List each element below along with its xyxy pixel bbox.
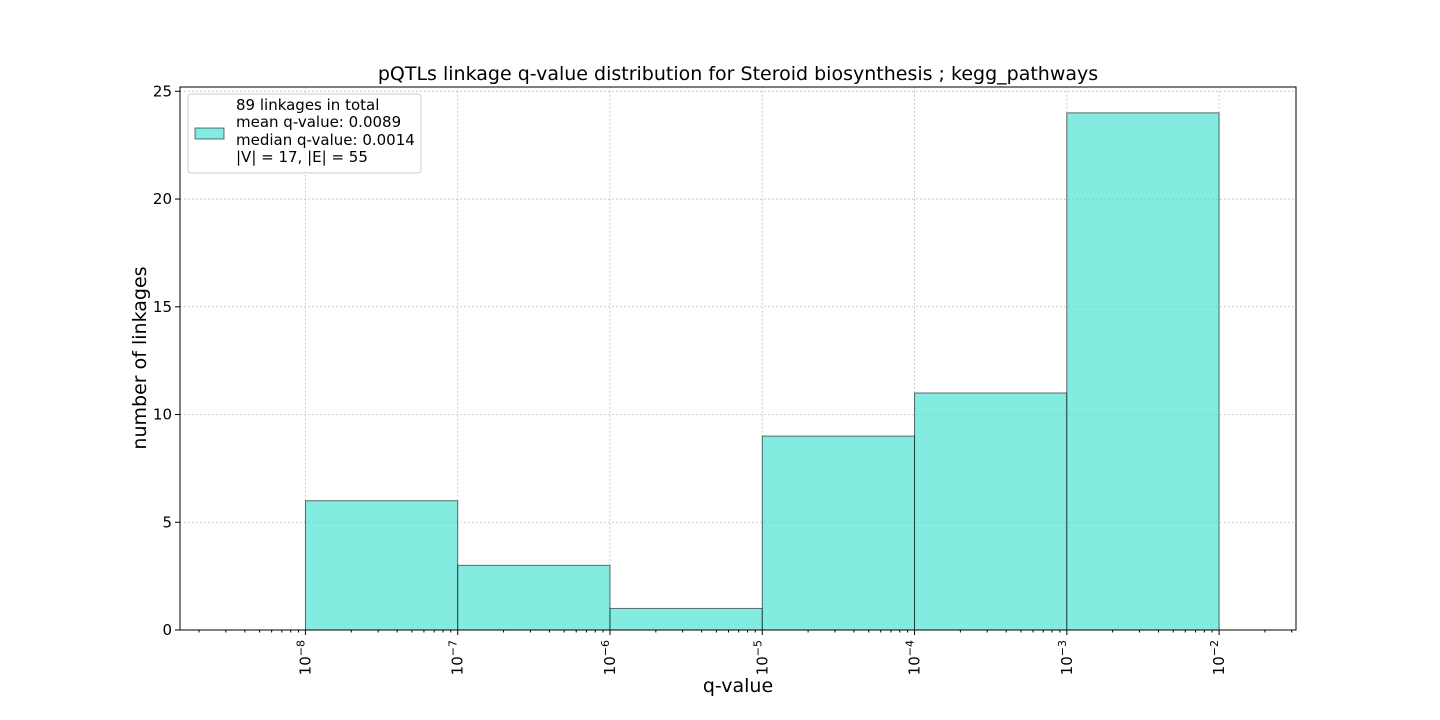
chart-title: pQTLs linkage q-value distribution for S… [378, 63, 1098, 85]
bar-4 [914, 392, 1068, 631]
y-tick-label-4: 20 [153, 190, 172, 208]
legend-swatch [194, 127, 225, 140]
legend: 89 linkages in total mean q-value: 0.008… [187, 93, 422, 174]
x-tick-label-3: 10−5 [751, 640, 771, 675]
x-tick-label-0: 10−8 [294, 640, 314, 675]
bar-2 [609, 607, 763, 631]
y-axis-ticks: 0 5 10 15 20 25 [153, 82, 180, 639]
plot-frame [179, 86, 1297, 631]
bar-0 [304, 500, 459, 631]
bar-1 [457, 564, 611, 631]
bar-5 [1066, 112, 1220, 631]
y-axis-label: number of linkages [129, 266, 151, 449]
x-axis-label: q-value [703, 675, 773, 697]
x-tick-label-6: 10−2 [1208, 640, 1228, 675]
x-tick-label-1: 10−7 [447, 640, 467, 675]
x-tick-label-5: 10−3 [1056, 640, 1076, 675]
legend-line-1: 89 linkages in total [236, 96, 379, 114]
y-tick-label-3: 15 [153, 298, 172, 316]
x-tick-label-4: 10−4 [904, 640, 924, 675]
y-tick-label-0: 0 [162, 621, 172, 639]
bar-3 [761, 435, 916, 631]
y-tick-label-1: 5 [162, 513, 172, 531]
x-axis-ticks: 10−8 10−7 10−6 10−5 10−4 10−3 10−2 [198, 630, 1293, 675]
bars [304, 112, 1220, 631]
legend-frame [187, 93, 422, 174]
legend-line-4: |V| = 17, |E| = 55 [236, 148, 368, 166]
legend-line-2: mean q-value: 0.0089 [236, 113, 401, 131]
legend-line-3: median q-value: 0.0014 [236, 131, 415, 149]
x-tick-label-2: 10−6 [599, 640, 619, 675]
y-tick-label-2: 10 [153, 406, 172, 424]
y-tick-label-5: 25 [153, 82, 172, 100]
